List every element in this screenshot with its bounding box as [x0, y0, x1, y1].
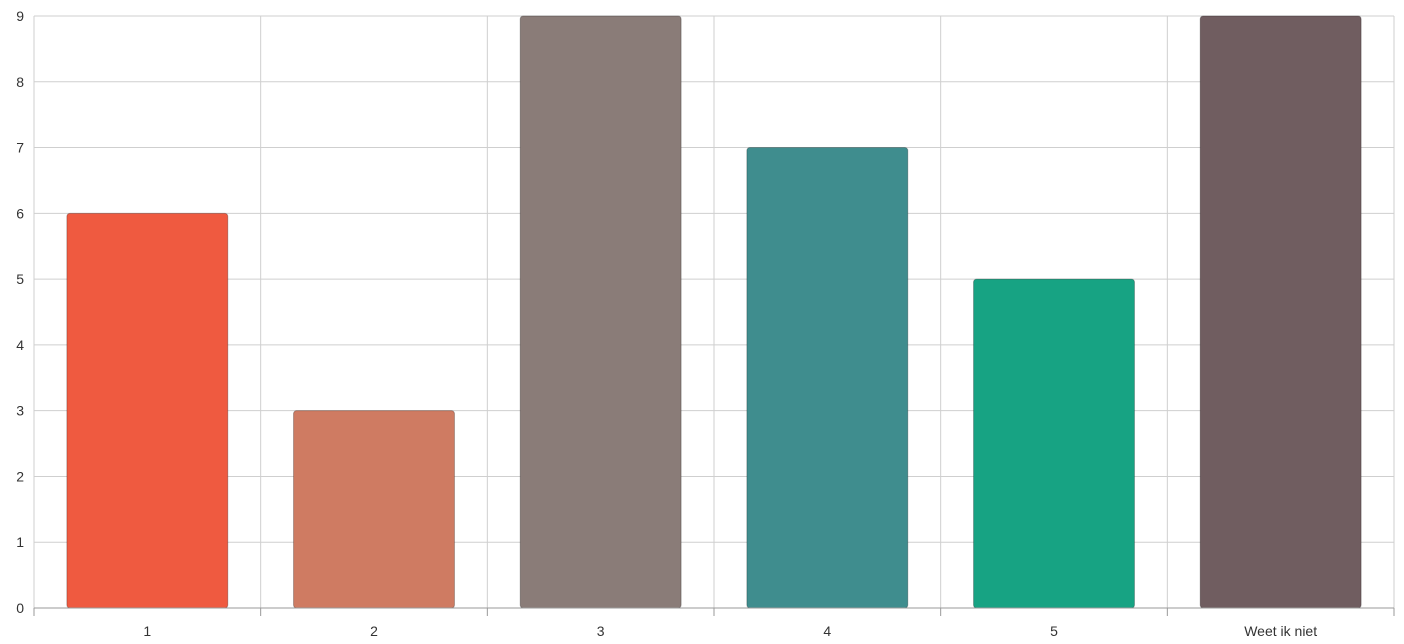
y-tick-label: 4	[16, 337, 24, 353]
bar	[973, 278, 1135, 609]
y-tick-label: 7	[16, 140, 24, 156]
x-tick-label: Weet ik niet	[1244, 623, 1317, 639]
y-tick-label: 0	[16, 600, 24, 616]
y-tick-label: 5	[16, 271, 24, 287]
y-tick-labels: 0 1 2 3 4 5 6 7 8 9	[16, 8, 24, 616]
y-tick-label: 6	[16, 205, 24, 221]
bar	[1199, 15, 1362, 609]
x-tick-label: 4	[823, 623, 831, 639]
x-tick-labels: 1 2 3 4 5 Weet ik niet	[143, 623, 1317, 639]
bar	[746, 147, 909, 609]
y-tick-label: 8	[16, 74, 24, 90]
x-tick-label: 5	[1050, 623, 1058, 639]
bar	[519, 15, 682, 609]
axes	[33, 607, 1395, 616]
bars	[66, 15, 1362, 609]
x-tick-label: 2	[370, 623, 378, 639]
bar	[293, 410, 455, 609]
y-tick-label: 9	[16, 8, 24, 24]
x-tick-label: 1	[143, 623, 151, 639]
grid	[33, 15, 1395, 608]
y-tick-label: 3	[16, 403, 24, 419]
y-tick-label: 2	[16, 468, 24, 484]
x-tick-label: 3	[597, 623, 605, 639]
bar	[66, 212, 229, 609]
y-tick-label: 1	[16, 534, 24, 550]
